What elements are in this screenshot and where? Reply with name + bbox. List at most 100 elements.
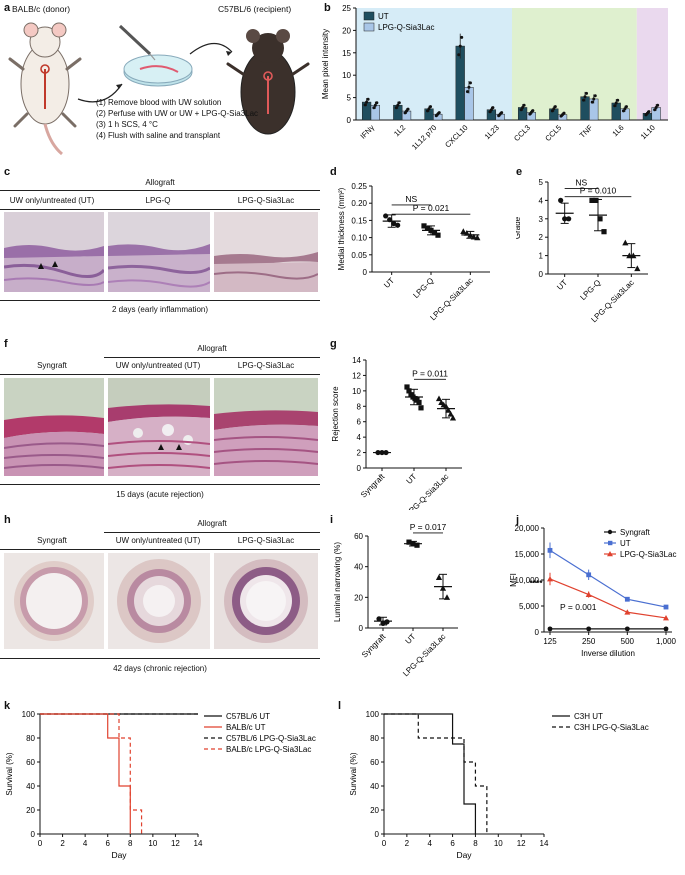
y-axis-label: Luminal narrowing (%) xyxy=(333,542,342,622)
legend-swatch xyxy=(363,22,375,32)
data-point xyxy=(366,97,370,101)
x-tick-label: 250 xyxy=(582,637,596,646)
legend-label: Syngraft xyxy=(620,528,651,537)
panel-h-top-rule xyxy=(104,532,320,533)
data-point xyxy=(414,542,420,548)
data-point xyxy=(463,230,470,236)
x-axis-label: Day xyxy=(456,850,472,860)
data-point xyxy=(435,395,443,402)
x-tick-label: 4 xyxy=(427,839,432,848)
data-point xyxy=(474,234,481,241)
y-tick-label: 3 xyxy=(539,215,544,224)
data-point xyxy=(467,232,474,238)
panel-c-caption: 2 days (early inflammation) xyxy=(111,305,209,314)
survival-curve-balb-c-lpg-q-sia3lac xyxy=(40,713,143,834)
data-point xyxy=(375,101,379,105)
data-point xyxy=(421,223,427,229)
data-point xyxy=(654,105,658,109)
y-tick-label: 6 xyxy=(357,418,362,427)
significance-label: NS xyxy=(575,177,587,187)
panel-letter-b: b xyxy=(324,2,331,14)
x-tick-label: 0 xyxy=(382,839,387,848)
data-point xyxy=(375,449,381,456)
donor-label: BALB/c (donor) xyxy=(12,4,71,14)
data-point xyxy=(550,109,554,113)
data-point xyxy=(585,591,592,597)
survival-curve-balb-c-ut xyxy=(40,713,131,834)
x-tick-label: 125 xyxy=(543,637,557,646)
legend-label: LPG-Q-Sia3Lac xyxy=(620,550,676,559)
significance-stars: **** xyxy=(529,578,543,588)
y-tick-label: 0.20 xyxy=(351,199,367,208)
y-tick-label: 60 xyxy=(370,758,379,767)
y-tick-label: 80 xyxy=(370,734,379,743)
y-axis-label: Grade xyxy=(516,216,522,239)
y-tick-label: 20 xyxy=(26,806,35,815)
y-tick-label: 8 xyxy=(357,402,362,411)
panel-letter-e: e xyxy=(516,166,523,178)
data-point xyxy=(387,217,393,223)
data-point xyxy=(380,620,386,626)
data-point xyxy=(460,35,464,39)
data-point xyxy=(406,107,410,111)
data-point xyxy=(435,574,443,580)
x-tick-label: Syngraft xyxy=(359,472,387,500)
panel-f-top-rule xyxy=(104,357,320,358)
chart-j-mfi: 0 5,000 10,000 15,000 20,000 MFI 125 250 500 1,00… xyxy=(509,524,677,658)
y-tick-label: 10 xyxy=(352,387,361,396)
legend-label: C57BL/6 LPG-Q-Sia3Lac xyxy=(226,734,316,743)
micrograph-h-ut xyxy=(108,553,210,649)
micrograph-f-syngraft xyxy=(4,378,104,476)
recipient-mouse-illustration xyxy=(226,29,310,135)
chart-k-survival: 0 20 40 60 80 100 Survival (%) 0 2 4 6 8 10 12 14 Day C5… xyxy=(5,710,316,860)
x-tick-label: 14 xyxy=(194,839,203,848)
significance-label: P = 0.001 xyxy=(560,602,597,612)
micrograph-h-sia xyxy=(214,553,318,649)
panel-h-label-syngraft: Syngraft xyxy=(37,536,67,545)
data-point xyxy=(582,98,586,102)
legend-marker xyxy=(607,529,613,535)
chart-l-survival: 0 20 40 60 80 100 Survival (%) 0 2 4 6 8 10 12 14 Day C3… xyxy=(349,710,649,860)
panel-a-schematic xyxy=(8,22,310,156)
data-point xyxy=(592,97,596,101)
panel-letter-k: k xyxy=(4,700,11,712)
x-tick-label: 4 xyxy=(83,839,88,848)
x-tick-label: 1L12 p70 xyxy=(410,123,438,151)
y-tick-label: 40 xyxy=(354,563,363,572)
data-point xyxy=(634,265,641,272)
panel-letter-j: j xyxy=(516,514,520,526)
data-point xyxy=(624,609,631,615)
x-tick-label: 500 xyxy=(621,637,635,646)
data-point xyxy=(522,103,526,107)
data-point xyxy=(437,111,441,115)
data-point xyxy=(383,449,389,456)
data-point xyxy=(416,399,422,406)
y-tick-label: 2 xyxy=(539,233,544,242)
panel-letter-h: h xyxy=(4,514,11,526)
data-point xyxy=(458,44,462,48)
panel-h-label-sia: LPG-Q-Sia3Lac xyxy=(237,536,295,545)
data-point xyxy=(465,90,469,94)
data-point xyxy=(547,547,553,553)
y-axis-label: Survival (%) xyxy=(349,752,358,795)
data-point xyxy=(601,229,607,235)
arrow-dish-to-recipient xyxy=(189,42,233,55)
y-axis-label: Rejection score xyxy=(331,386,340,442)
x-tick-label: 2 xyxy=(60,839,65,848)
protocol-step-2: (2) Perfuse with UW or UW + LPG-Q-Sia3La… xyxy=(96,109,259,118)
y-tick-label: 14 xyxy=(352,356,361,365)
x-tick-label: 10 xyxy=(494,839,503,848)
x-tick-label: LPG-Q xyxy=(411,276,435,300)
survival-curve-c3h-lpg-q-sia3lac xyxy=(384,713,488,834)
panel-h-caption: 42 days (chronic rejection) xyxy=(113,664,207,673)
data-point xyxy=(624,105,628,109)
x-tick-label: 0 xyxy=(38,839,43,848)
y-tick-label: 0 xyxy=(357,464,362,473)
y-tick-label: 0.05 xyxy=(351,251,367,260)
panel-letter-i: i xyxy=(330,514,334,526)
panel-c-top-rule xyxy=(0,190,320,191)
x-axis-label: Inverse dilution xyxy=(581,649,635,658)
data-point xyxy=(376,616,382,622)
data-point xyxy=(363,103,367,107)
